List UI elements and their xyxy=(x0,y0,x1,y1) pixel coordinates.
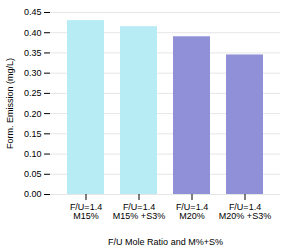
svg-text:0.35: 0.35 xyxy=(24,48,42,58)
svg-text:0.05: 0.05 xyxy=(24,169,42,179)
svg-text:Form. Emission (mg/L): Form. Emission (mg/L) xyxy=(5,58,15,149)
svg-text:0.30: 0.30 xyxy=(24,68,42,78)
svg-text:0.10: 0.10 xyxy=(24,149,42,159)
svg-text:F/U=1.4M15%: F/U=1.4M15% xyxy=(70,202,102,221)
svg-text:0.25: 0.25 xyxy=(24,88,42,98)
svg-text:0.15: 0.15 xyxy=(24,129,42,139)
svg-text:0.20: 0.20 xyxy=(24,108,42,118)
svg-text:F/U=1.4M15% +S3%: F/U=1.4M15% +S3% xyxy=(113,202,165,221)
svg-text:F/U=1.4M20%: F/U=1.4M20% xyxy=(176,202,208,221)
svg-text:0.40: 0.40 xyxy=(24,28,42,38)
svg-text:F/U Mole Ratio and M%+S%: F/U Mole Ratio and M%+S% xyxy=(108,237,223,247)
svg-text:F/U=1.4M20% +S3%: F/U=1.4M20% +S3% xyxy=(219,202,271,221)
svg-text:0.45: 0.45 xyxy=(24,7,42,17)
svg-text:0.00: 0.00 xyxy=(24,189,42,199)
